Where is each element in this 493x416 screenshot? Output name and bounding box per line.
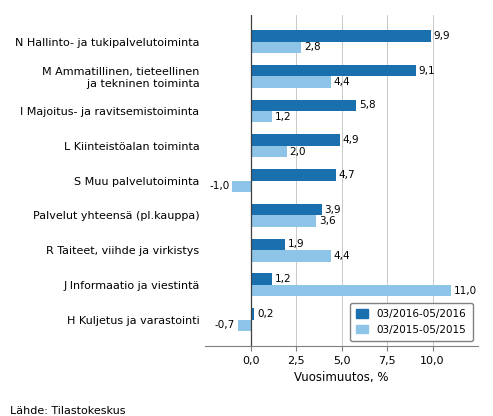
Bar [250, 99, 356, 111]
Text: Lähde: Tilastokeskus: Lähde: Tilastokeskus [10, 406, 125, 416]
Text: 1,2: 1,2 [275, 274, 292, 284]
Text: 5,8: 5,8 [359, 100, 376, 110]
Text: -1,0: -1,0 [210, 181, 230, 191]
Text: 1,2: 1,2 [275, 112, 292, 122]
Bar [250, 146, 287, 157]
Bar [250, 250, 331, 262]
Bar [250, 42, 302, 53]
Bar [250, 204, 321, 215]
Text: 3,9: 3,9 [324, 205, 341, 215]
Bar [250, 285, 451, 296]
Text: 2,8: 2,8 [304, 42, 321, 52]
Legend: 03/2016-05/2016, 03/2015-05/2015: 03/2016-05/2016, 03/2015-05/2015 [350, 303, 473, 341]
Bar [250, 134, 340, 146]
Text: 0,2: 0,2 [257, 309, 274, 319]
Text: 3,6: 3,6 [319, 216, 335, 226]
Text: 4,4: 4,4 [333, 251, 350, 261]
Text: -0,7: -0,7 [215, 320, 235, 330]
Bar [250, 273, 272, 285]
Bar [250, 169, 336, 181]
Bar [250, 65, 416, 76]
Bar [250, 239, 285, 250]
Bar [250, 111, 272, 122]
Text: 9,1: 9,1 [419, 66, 435, 76]
X-axis label: Vuosimuutos, %: Vuosimuutos, % [294, 371, 389, 384]
Text: 2,0: 2,0 [290, 146, 306, 156]
Text: 4,9: 4,9 [343, 135, 359, 145]
Text: 1,9: 1,9 [288, 239, 305, 249]
Text: 9,9: 9,9 [433, 31, 450, 41]
Text: 4,4: 4,4 [333, 77, 350, 87]
Bar [250, 215, 316, 227]
Text: 11,0: 11,0 [454, 285, 477, 295]
Bar [232, 181, 250, 192]
Bar [238, 319, 250, 331]
Bar [250, 76, 331, 88]
Bar [250, 30, 431, 42]
Bar [250, 308, 254, 319]
Text: 4,7: 4,7 [339, 170, 355, 180]
